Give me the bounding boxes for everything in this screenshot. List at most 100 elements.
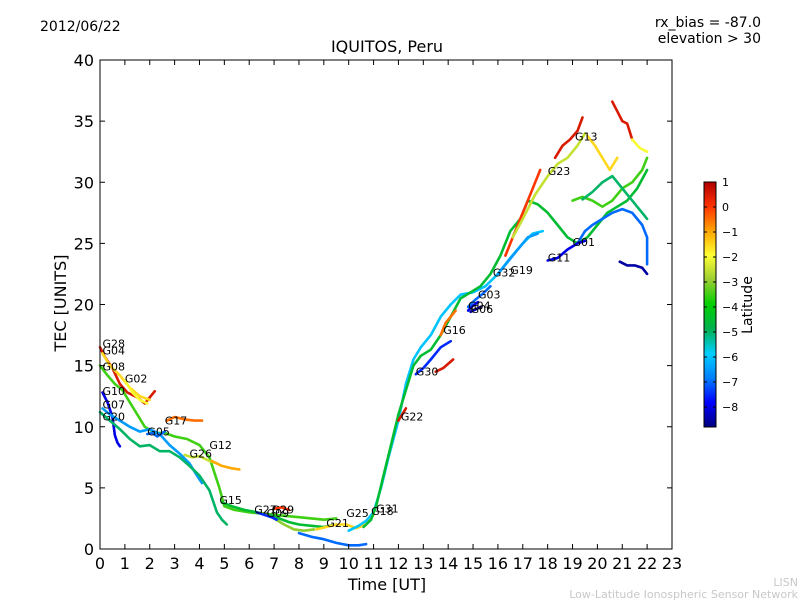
x-tick-label: 6 [244,554,254,573]
y-tick-label: 15 [74,357,94,376]
series-g24 [618,260,649,276]
satellite-label-g08: G08 [103,361,126,374]
series-g19 [504,168,542,257]
series-g10 [101,391,122,448]
x-tick-label: 9 [319,554,329,573]
satellite-label-g15: G15 [219,494,242,507]
series-g32 [496,232,540,276]
x-tick-label: 2 [145,554,155,573]
satellite-label-g32: G32 [493,266,516,279]
satellite-label-g06: G06 [471,303,494,316]
colorbar: 1 0 −1 −2 −3 −4 −5 −6 −7 −8 [703,176,738,428]
x-tick-label: 4 [194,554,204,573]
series-g16 [439,309,457,337]
satellite-label-g31: G31 [376,502,399,515]
satellite-label-g17: G17 [165,414,188,427]
x-tick-label: 10 [339,554,359,573]
series-g05 [146,430,166,438]
x-tick-label: 13 [413,554,433,573]
x-tick-label: 3 [170,554,180,573]
colorbar-label: Latitude [740,276,756,334]
satellite-label-g21: G21 [326,517,349,530]
series-g06 [469,305,482,314]
y-tick-label: 30 [74,173,94,192]
series-g13b [586,134,619,172]
satellite-label-g10: G10 [103,385,126,398]
series-layer [98,100,649,547]
date-label: 2012/06/22 [40,19,121,35]
satellite-label-g23: G23 [548,165,571,178]
series-g03 [466,284,492,309]
series-g23 [511,132,587,239]
y-tick-label: 10 [74,418,94,437]
series-g30 [414,339,453,376]
x-tick-label: 21 [612,554,632,573]
satellite-label-g04: G04 [103,345,126,358]
colorbar-tick-label: 0 [722,201,729,214]
satellite-label-g02: G02 [125,373,148,386]
series-g29 [272,506,291,512]
x-axis-label: Time [UT] [347,575,426,594]
satellite-label-g29: G29 [272,504,295,517]
footer-network: Low-Latitude Ionospheric Sensor Network [569,588,798,601]
series-g12 [210,459,241,471]
x-tick-label: 12 [388,554,408,573]
satellite-label-g28: G28 [103,337,126,350]
satellite-label-g27: G27 [254,504,277,517]
satellite-label-layer: G28G04G08G02G10G07G20G05G17G26G12G15G27G… [103,131,598,530]
series-g04b [466,300,480,312]
elevation-label: elevation > 30 [658,31,761,47]
y-tick-label: 5 [84,479,94,498]
satellite-label-g07: G07 [103,398,126,411]
series-g15 [220,501,338,529]
colorbar-tick-label: −6 [722,351,738,364]
x-tick-label: 7 [269,554,279,573]
rx-bias-label: rx_bias = -87.0 [655,15,761,31]
y-tick-label: 40 [74,51,94,70]
satellite-label-g03: G03 [478,288,501,301]
satellite-label-g20: G20 [103,411,126,424]
satellite-label-g01: G01 [573,236,596,249]
series-g31 [362,168,649,529]
series-g09 [255,510,278,522]
satellite-label-g12: G12 [209,439,232,452]
series-g22 [397,407,408,422]
x-tick-label: 11 [363,554,383,573]
satellite-label-g05: G05 [147,425,170,438]
satellite-label-g09: G09 [267,507,290,520]
satellite-label-g19: G19 [510,264,533,277]
colorbar-tick-label: −1 [722,226,738,239]
x-tick-label: 0 [95,554,105,573]
y-tick-label: 20 [74,296,94,315]
colorbar-tick-label: −5 [722,326,738,339]
x-tick-label: 14 [438,554,458,573]
series-g07b [581,174,649,221]
series-g02 [123,378,149,405]
axes-layer: 0 1 2 3 4 5 6 7 8 9 10 11 12 13 14 15 16 17 18 19 20 21 22 2305… [74,51,683,573]
x-tick-label: 17 [513,554,533,573]
x-tick-label: 19 [562,554,582,573]
y-axis-label: TEC [UNITS] [51,255,70,353]
series-g20 [98,410,229,526]
x-tick-label: 5 [219,554,229,573]
satellite-label-g04: G04 [468,299,491,312]
x-tick-label: 20 [587,554,607,573]
series-g12b [434,358,455,374]
satellite-label-g25: G25 [346,507,369,520]
chart-title: IQUITOS, Peru [331,37,443,56]
x-tick-label: 18 [537,554,557,573]
colorbar-tick-label: −3 [722,276,738,289]
colorbar-tick-label: −7 [722,376,738,389]
colorbar-tick-label: −8 [722,401,738,414]
series-g11 [546,239,587,262]
x-tick-label: 8 [294,554,304,573]
series-g29b [610,100,634,141]
x-tick-label: 23 [662,554,682,573]
colorbar-tick-label: 1 [722,176,729,189]
series-g25 [297,531,368,547]
colorbar-tick-label: −4 [722,301,738,314]
satellite-label-g13: G13 [575,131,598,144]
x-tick-label: 1 [120,554,130,573]
